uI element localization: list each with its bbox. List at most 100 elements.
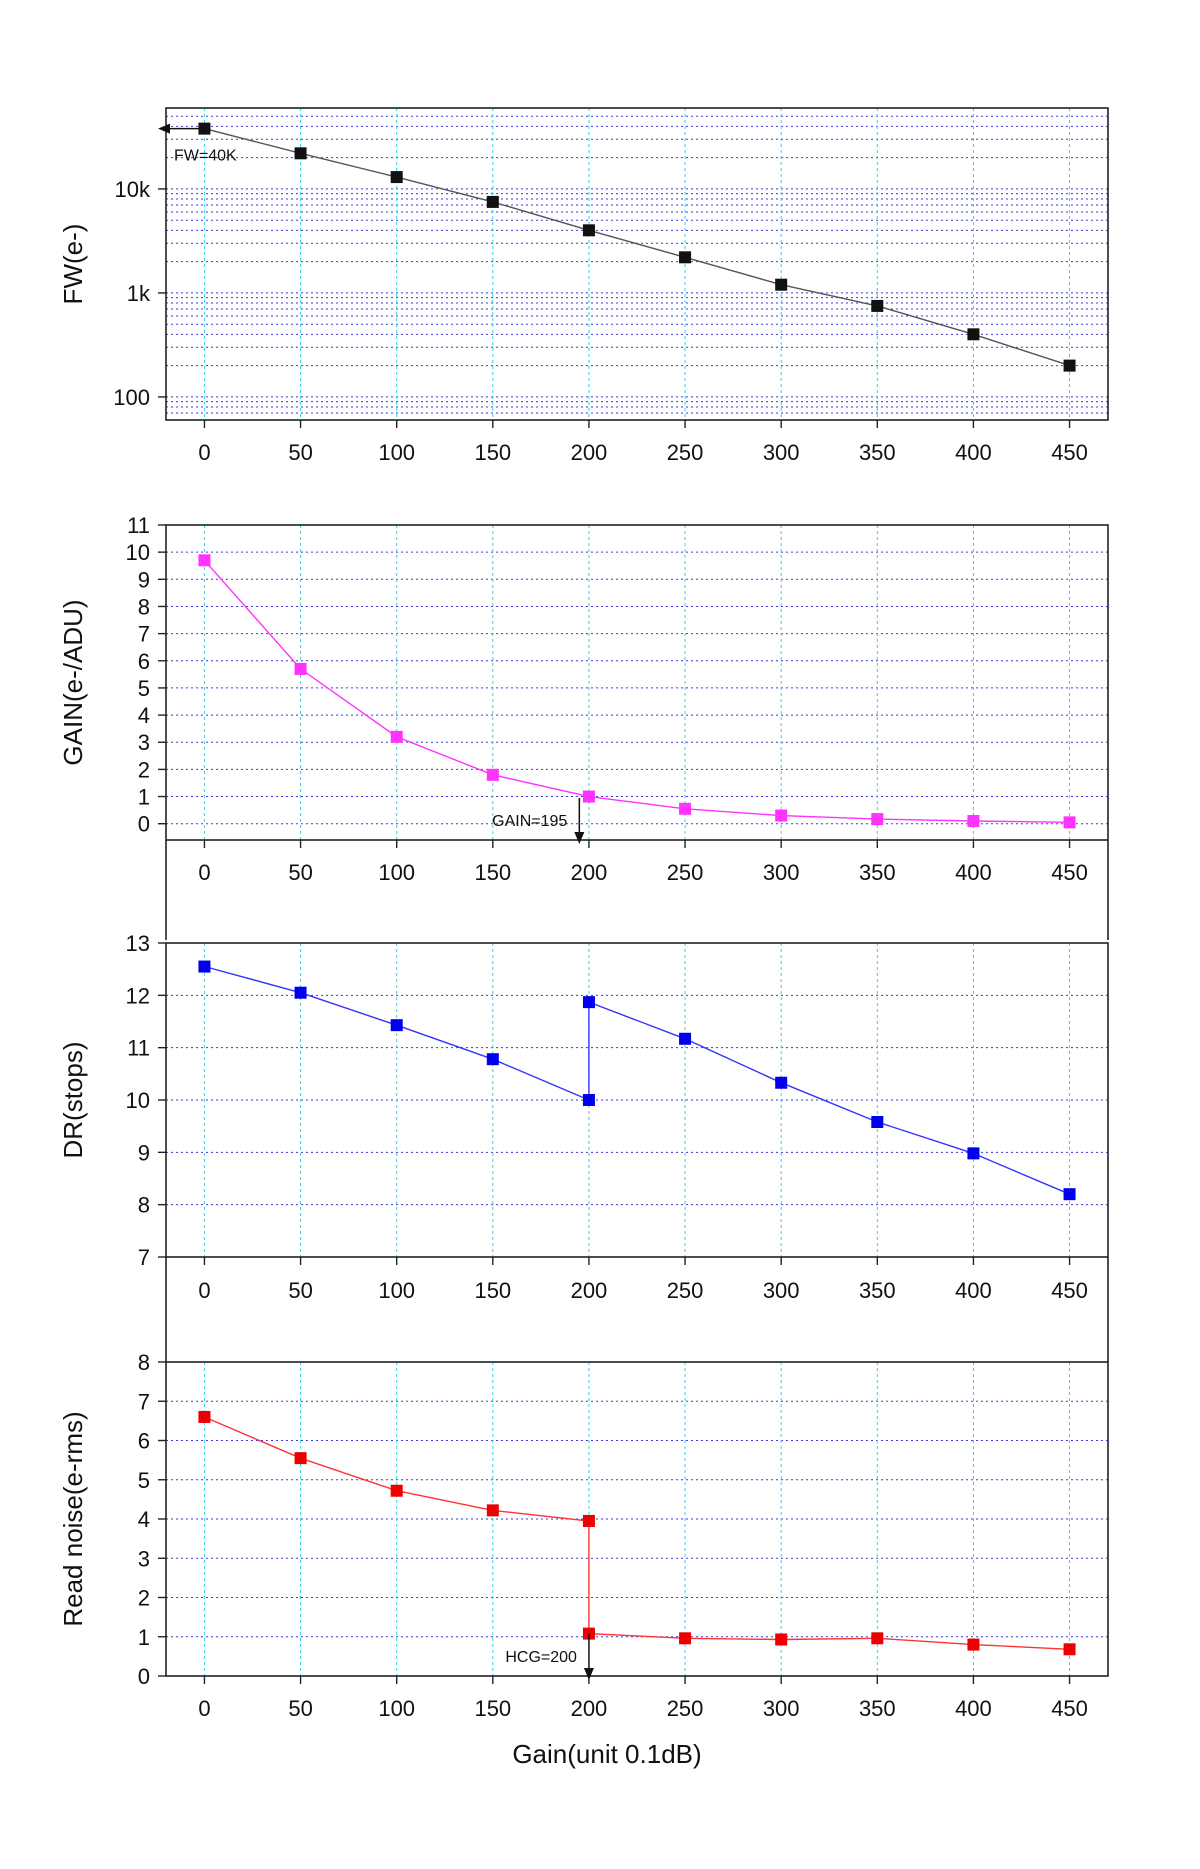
y-tick-label: 100 [113, 385, 150, 410]
data-point [1063, 816, 1076, 829]
series-line [204, 1416, 1070, 1650]
y-tick-label: 4 [138, 1507, 150, 1532]
data-point [486, 1504, 499, 1517]
data-point [871, 813, 884, 826]
y-tick-label: 7 [138, 622, 150, 647]
y-tick-label: 5 [138, 1468, 150, 1493]
x-tick-label: 100 [378, 860, 415, 885]
data-point [294, 986, 307, 999]
series-markers [198, 960, 1076, 1201]
series-markers [198, 122, 1076, 372]
y-tick-label: 5 [138, 676, 150, 701]
data-point [775, 1076, 788, 1089]
data-point [967, 814, 980, 827]
x-tick-label: 350 [859, 860, 896, 885]
y-gridlines [166, 115, 1108, 414]
y-tick-label: 9 [138, 567, 150, 592]
y-ticks: 7 8 9 10 11 12 13 [126, 931, 166, 1270]
data-point [486, 195, 499, 208]
x-ticks: 0 50 100 150 200 250 300 350 400 450 [198, 1257, 1088, 1303]
x-gridlines [203, 525, 1071, 840]
x-tick-label: 100 [378, 1278, 415, 1303]
x-tick-label: 0 [198, 440, 210, 465]
y-tick-label: 0 [138, 812, 150, 837]
series-markers [198, 1410, 1076, 1656]
y-tick-label: 9 [138, 1140, 150, 1165]
data-point [486, 768, 499, 781]
y-tick-label: 6 [138, 649, 150, 674]
y-axis-label: Read noise(e-rms) [58, 1411, 88, 1626]
x-tick-label: 100 [378, 440, 415, 465]
x-tick-label: 400 [955, 1278, 992, 1303]
annotation-arrowhead [158, 123, 170, 134]
data-point [967, 328, 980, 341]
annotation: GAIN=195 [492, 797, 585, 844]
chart-gain: 0 50 100 150 200 250 300 350 400 4500123456789101… [58, 513, 1109, 940]
y-tick-label: 1 [138, 785, 150, 810]
x-tick-label: 400 [955, 860, 992, 885]
data-point [967, 1147, 980, 1160]
y-tick-label: 3 [138, 1546, 150, 1571]
data-point [486, 1053, 499, 1066]
y-tick-label: 8 [138, 1193, 150, 1218]
annotation-arrowhead [583, 1668, 594, 1680]
x-tick-label: 50 [288, 440, 312, 465]
data-point [582, 1094, 595, 1106]
chart-dr: 0 50 100 150 200 250 300 350 400 450 7 8 9 10 11 12 13 DR… [58, 931, 1109, 1362]
y-tick-label: 10k [115, 177, 151, 202]
x-tick-label: 300 [763, 1278, 800, 1303]
y-tick-label: 13 [126, 931, 150, 956]
data-point [679, 1032, 692, 1045]
data-point [775, 278, 788, 291]
data-point [679, 802, 692, 815]
y-ticks: 0 1 2 3 4 5 6 7 8 [138, 1350, 166, 1689]
y-axis-label: DR(stops) [58, 1041, 88, 1158]
x-tick-label: 250 [667, 1278, 704, 1303]
plot-frame [165, 524, 1109, 841]
x-tick-label: 250 [667, 440, 704, 465]
x-gridlines [203, 108, 1071, 420]
x-tick-label: 350 [859, 1278, 896, 1303]
data-point [775, 809, 788, 822]
y-tick-label: 7 [138, 1245, 150, 1270]
data-point [582, 224, 595, 237]
data-point [198, 960, 211, 973]
y-tick-label: 11 [127, 1036, 150, 1061]
data-point [390, 1019, 403, 1032]
x-tick-label: 50 [288, 1696, 312, 1721]
data-point [198, 554, 211, 567]
x-tick-label: 350 [859, 440, 896, 465]
data-point [1063, 359, 1076, 372]
y-tick-label: 12 [126, 983, 150, 1008]
x-tick-label: 200 [571, 860, 608, 885]
x-tick-label: 300 [763, 1696, 800, 1721]
annotation-label: GAIN=195 [492, 813, 567, 830]
data-point [582, 996, 595, 1009]
x-tick-label: 0 [198, 1278, 210, 1303]
data-point [1063, 1188, 1076, 1201]
y-tick-label: 3 [138, 730, 150, 755]
y-tick-label: 0 [138, 1664, 150, 1689]
y-tick-label: 10 [126, 540, 150, 565]
x-tick-label: 350 [859, 1696, 896, 1721]
x-tick-label: 400 [955, 1696, 992, 1721]
y-tick-label: 1 [138, 1625, 150, 1650]
series-line [204, 127, 1070, 367]
x-ticks: 0 50 100 150 200 250 300 350 400 450 [198, 420, 1088, 465]
x-tick-label: 450 [1051, 440, 1088, 465]
x-tick-label: 300 [763, 860, 800, 885]
x-tick-label: 450 [1051, 860, 1088, 885]
data-point [390, 730, 403, 743]
x-tick-label: 200 [571, 1278, 608, 1303]
annotation: FW=40K [158, 123, 237, 165]
x-tick-label: 450 [1051, 1278, 1088, 1303]
data-point [871, 1632, 884, 1645]
x-tick-label: 450 [1051, 1696, 1088, 1721]
x-ticks: 0 50 100 150 200 250 300 350 400 450 [198, 840, 1088, 885]
y-gridlines [166, 994, 1108, 1206]
y-tick-label: 4 [138, 703, 150, 728]
y-ticks: 100 1k 10k [113, 177, 166, 410]
x-tick-label: 150 [474, 440, 511, 465]
